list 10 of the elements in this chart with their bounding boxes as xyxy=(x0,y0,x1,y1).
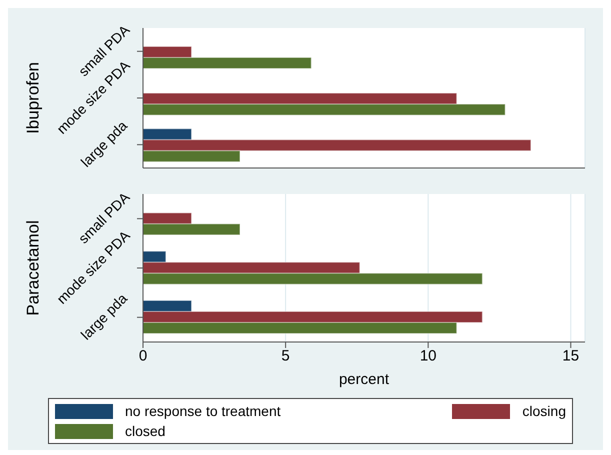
legend-label: no response to treatment xyxy=(125,403,281,419)
x-tick-label: 5 xyxy=(281,348,290,365)
x-axis-title: percent xyxy=(338,371,390,388)
x-tick-label: 10 xyxy=(420,348,437,365)
y-axis-title: Ibuprofen xyxy=(23,62,42,134)
x-tick-label: 0 xyxy=(138,348,148,365)
legend-label: closed xyxy=(125,423,166,439)
legend-label: closing xyxy=(522,403,566,419)
y-axis-title: Paracetamol xyxy=(23,220,42,316)
x-tick-label: 15 xyxy=(562,348,580,365)
